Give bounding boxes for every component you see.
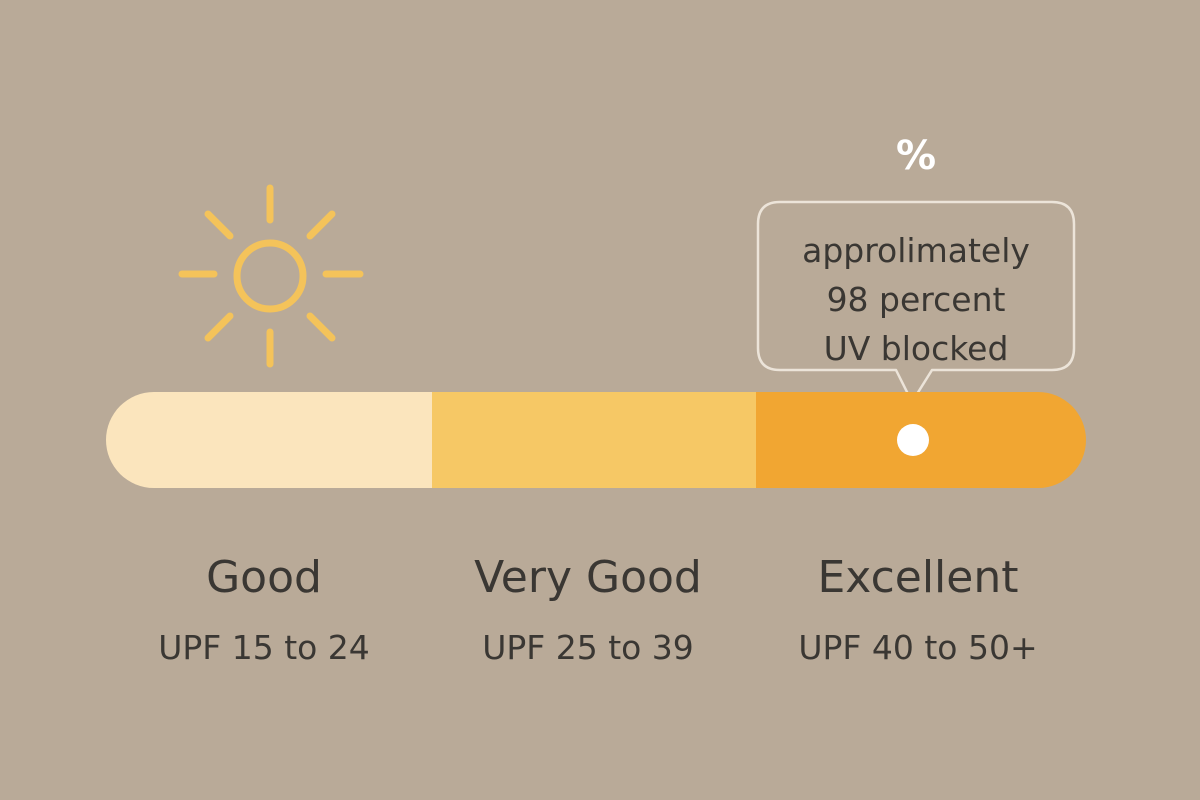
tier-range: UPF 40 to 50+ [798, 628, 1038, 667]
segment-good [106, 392, 432, 488]
callout-text: approlimately 98 percent UV blocked [760, 226, 1072, 373]
callout-line-3: UV blocked [823, 329, 1009, 368]
callout-line-2: 98 percent [826, 280, 1006, 319]
sun-icon-graphic [178, 184, 364, 368]
tier-name: Good [206, 552, 322, 603]
upf-scale-bar [106, 392, 1086, 488]
segment-very-good [432, 392, 756, 488]
callout-bubble-outline [756, 200, 1076, 404]
tier-good: Good UPF 15 to 24 [94, 548, 434, 670]
tier-name: Very Good [474, 552, 702, 603]
tier-range: UPF 15 to 24 [158, 628, 370, 667]
percent-symbol: % [895, 133, 937, 179]
tier-name: Excellent [817, 552, 1019, 603]
tier-excellent: Excellent UPF 40 to 50+ [748, 548, 1088, 670]
uv-blocked-callout: approlimately 98 percent UV blocked [752, 196, 1080, 412]
scale-marker-dot [897, 424, 929, 456]
tier-range: UPF 25 to 39 [482, 628, 694, 667]
callout-line-1: approlimately [802, 231, 1030, 270]
sun-icon [170, 176, 370, 376]
tier-very-good: Very Good UPF 25 to 39 [418, 548, 758, 670]
